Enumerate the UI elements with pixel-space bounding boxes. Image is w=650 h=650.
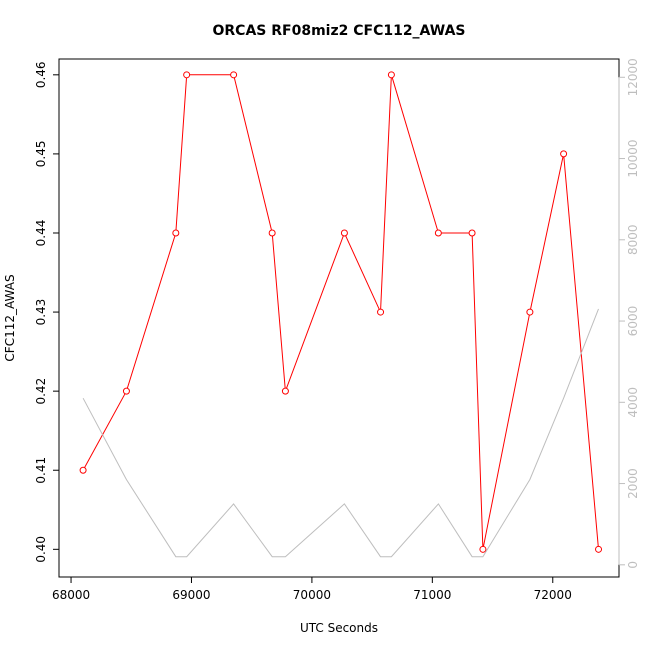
y-tick-label-left: 0.45 xyxy=(34,141,48,168)
series-1-point xyxy=(560,150,568,158)
y-axis-right: 0 2000 4000 6000 8000 10000 12000 xyxy=(618,58,640,569)
series-1-line xyxy=(82,74,599,550)
y-tick-label-right: 0 xyxy=(626,561,640,569)
y-tick-label-right: 4000 xyxy=(626,387,640,418)
y-tick-label-right: 2000 xyxy=(626,468,640,499)
y-tick-label-right: 8000 xyxy=(626,225,640,256)
series-1-point xyxy=(479,545,487,553)
plot-area-frame xyxy=(58,58,620,578)
x-axis-label: UTC Seconds xyxy=(300,621,378,635)
series-1-point xyxy=(230,71,238,79)
x-axis: 68000 69000 70000 71000 72000 xyxy=(52,576,572,602)
series-1-point xyxy=(468,229,476,237)
y-tick-label-right: 10000 xyxy=(626,139,640,177)
y-tick-label-left: 0.46 xyxy=(34,61,48,88)
series-1-point xyxy=(377,308,385,316)
series-1-point xyxy=(340,229,348,237)
series-1-point xyxy=(172,229,180,237)
y-tick-label-left: 0.44 xyxy=(34,220,48,247)
y-axis-left: 0.40 0.41 0.42 0.43 0.44 0.45 0.46 xyxy=(34,61,60,563)
y-tick-label-left: 0.42 xyxy=(34,378,48,405)
x-tick-label: 71000 xyxy=(413,588,451,602)
x-tick-label: 72000 xyxy=(534,588,572,602)
series-1-point xyxy=(79,466,87,474)
series-1-point xyxy=(595,545,603,553)
series-1-point xyxy=(183,71,191,79)
series-1-point xyxy=(526,308,534,316)
series-1-point xyxy=(122,387,130,395)
x-tick-label: 70000 xyxy=(293,588,331,602)
x-tick-label: 68000 xyxy=(52,588,90,602)
x-tick-label: 69000 xyxy=(172,588,210,602)
series-1-point xyxy=(434,229,442,237)
y-tick-label-right: 12000 xyxy=(626,58,640,96)
series-1-point xyxy=(268,229,276,237)
series-1-point xyxy=(281,387,289,395)
chart-title: ORCAS RF08miz2 CFC112_AWAS xyxy=(213,23,466,39)
y-tick-label-left: 0.43 xyxy=(34,299,48,326)
y-tick-label-right: 6000 xyxy=(626,306,640,337)
y-tick-label-left: 0.40 xyxy=(34,536,48,563)
y-tick-label-left: 0.41 xyxy=(34,457,48,484)
series-2-line xyxy=(82,308,599,558)
series-layer xyxy=(79,71,603,558)
y-axis-label: CFC112_AWAS xyxy=(3,274,17,361)
series-1-point xyxy=(387,71,395,79)
